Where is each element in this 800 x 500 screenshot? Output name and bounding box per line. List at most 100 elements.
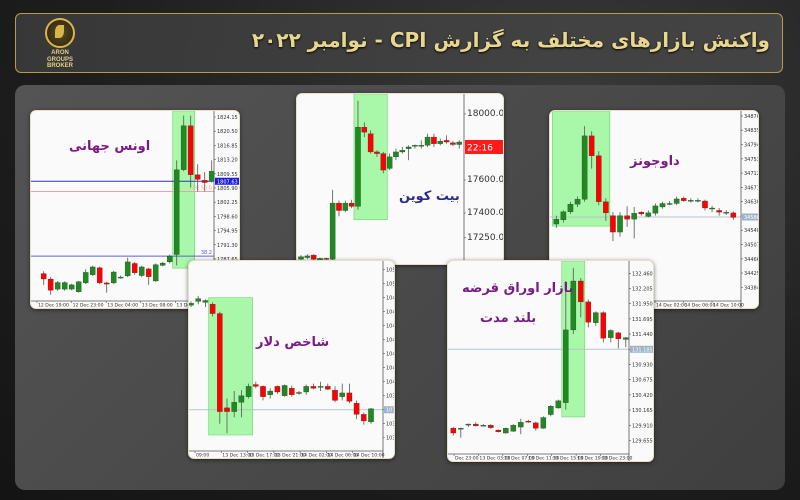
bearish-candle (716, 210, 722, 213)
bullish-candle (465, 423, 472, 426)
bullish-candle (329, 202, 336, 260)
y-tick-label: 129.910 (632, 423, 653, 429)
bearish-candle (348, 202, 355, 207)
bullish-candle (412, 145, 418, 147)
y-tick-label: 130.165 (632, 408, 653, 414)
bullish-candle (202, 300, 209, 303)
price-tag-label: 1807.63 (217, 179, 238, 185)
y-tick-label: 17400.0 (467, 208, 503, 218)
bullish-candle (75, 281, 82, 293)
price-tag-label: 131.185 (632, 347, 653, 353)
bullish-candle (303, 386, 309, 393)
bullish-candle (553, 219, 560, 225)
bullish-candle (540, 417, 547, 429)
y-tick-label: 104.45 (386, 338, 394, 344)
bearish-candle (610, 215, 616, 233)
bearish-candle (346, 392, 353, 402)
logo-line: ARON (51, 50, 69, 56)
chart-title: داوجونز (630, 154, 680, 169)
y-tick-label: 104.75 (386, 310, 394, 316)
bullish-candle (570, 280, 577, 331)
bullish-candle (54, 282, 61, 290)
y-tick-label: 34507.2 (744, 243, 758, 249)
bullish-candle (159, 262, 166, 266)
bullish-candle (437, 141, 444, 144)
price-tag-label: 34586.2 (744, 215, 758, 221)
bullish-candle (68, 284, 75, 290)
bullish-candle (304, 255, 311, 258)
y-tick-label: 34548.2 (744, 228, 758, 234)
x-tick-label: 13 Dec 04:00 (107, 303, 138, 309)
bullish-candle (173, 169, 180, 255)
bullish-candle (617, 215, 623, 233)
bearish-candle (40, 273, 47, 280)
y-tick-label: 104.30 (386, 352, 394, 358)
y-tick-label: 34712.2 (744, 171, 758, 177)
bearish-candle (596, 155, 602, 202)
y-tick-label: 1787.65 (217, 257, 238, 263)
bonds-chart-panel: 132.460 132.205 131.950 131.695 131.440 130.9… (447, 260, 654, 462)
x-tick-label: 13 Dec 19:00 (577, 456, 608, 462)
highlight-zone (208, 297, 253, 436)
bullish-candle (124, 261, 131, 277)
x-tick-label: 13 Dec 13:00 (222, 453, 253, 459)
bullish-candle (195, 298, 201, 302)
bullish-candle (189, 303, 194, 306)
bearish-candle (332, 389, 338, 401)
bullish-candle (659, 203, 666, 208)
bullish-candle (317, 386, 324, 388)
bullish-candle (267, 390, 273, 395)
bearish-candle (145, 268, 152, 277)
bullish-candle (298, 256, 304, 260)
bearish-candle (361, 414, 367, 422)
price-tag (742, 213, 758, 221)
bearish-candle (194, 174, 201, 180)
bearish-candle (96, 267, 103, 284)
dollar-index-chart-panel: 105.20 105.05 104.90 104.75 104.60 104.45 104.… (188, 260, 395, 459)
bullish-candle (456, 141, 462, 145)
chart-title: بیت کوین (399, 189, 460, 204)
bearish-candle (224, 407, 230, 412)
bullish-candle (405, 146, 412, 149)
bearish-candle (431, 136, 437, 144)
bullish-candle (424, 136, 431, 146)
y-tick-label: 34630.2 (744, 200, 758, 206)
logo-line: GROUPS (46, 56, 73, 63)
bitcoin-chart: 18000.0 17600.0 17400.0 17250.0 22:16 (298, 94, 503, 264)
bullish-candle (574, 199, 581, 205)
bearish-candle (730, 212, 737, 218)
bullish-candle (563, 329, 569, 403)
y-tick-label: 104.90 (386, 296, 394, 302)
y-tick-label: 129.655 (632, 438, 653, 444)
chart-title-line2: بلند مدت (480, 311, 537, 326)
bullish-candle (581, 135, 588, 200)
x-tick-label: 13 Dec 08:00 (142, 303, 173, 309)
y-tick-label: 104.60 (386, 324, 394, 330)
y-tick-label: 104.00 (386, 380, 394, 386)
bearish-candle (473, 423, 479, 427)
bullish-candle (458, 428, 464, 430)
bullish-candle (296, 392, 302, 394)
bearish-candle (578, 280, 584, 303)
logo-line: BROKER (46, 63, 73, 69)
bearish-candle (615, 332, 622, 339)
y-tick-label: 34466.2 (744, 257, 758, 263)
y-tick-label: 34835.2 (744, 128, 758, 134)
y-tick-label: 1820.50 (217, 129, 238, 135)
bearish-candle (680, 198, 687, 201)
bearish-candle (367, 133, 374, 153)
bearish-candle (325, 386, 331, 390)
price-tag (215, 177, 239, 185)
x-tick-label: 09:00 (196, 453, 209, 459)
y-tick-label: 130.420 (632, 393, 653, 399)
y-tick-label: 132.460 (632, 271, 653, 277)
x-tick-label: 13 Dec 03:00 (479, 456, 510, 462)
x-tick-label: 14 Dec 02:00 (656, 303, 687, 309)
bullish-candle (399, 150, 406, 153)
y-tick-label: 34876.2 (744, 114, 758, 120)
x-tick-label: 14 Dec 02:00 (301, 453, 332, 459)
y-tick-label: 131.950 (632, 302, 653, 308)
bullish-candle (555, 400, 562, 409)
y-tick-label: 1791.30 (217, 243, 238, 249)
bullish-candle (339, 392, 345, 397)
